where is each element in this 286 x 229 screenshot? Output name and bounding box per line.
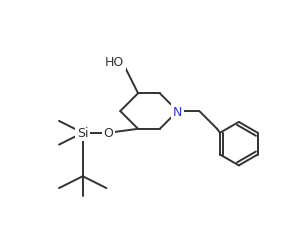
Text: Si: Si <box>77 127 88 140</box>
Text: N: N <box>173 105 182 118</box>
Text: O: O <box>104 127 113 140</box>
Text: HO: HO <box>105 56 124 69</box>
